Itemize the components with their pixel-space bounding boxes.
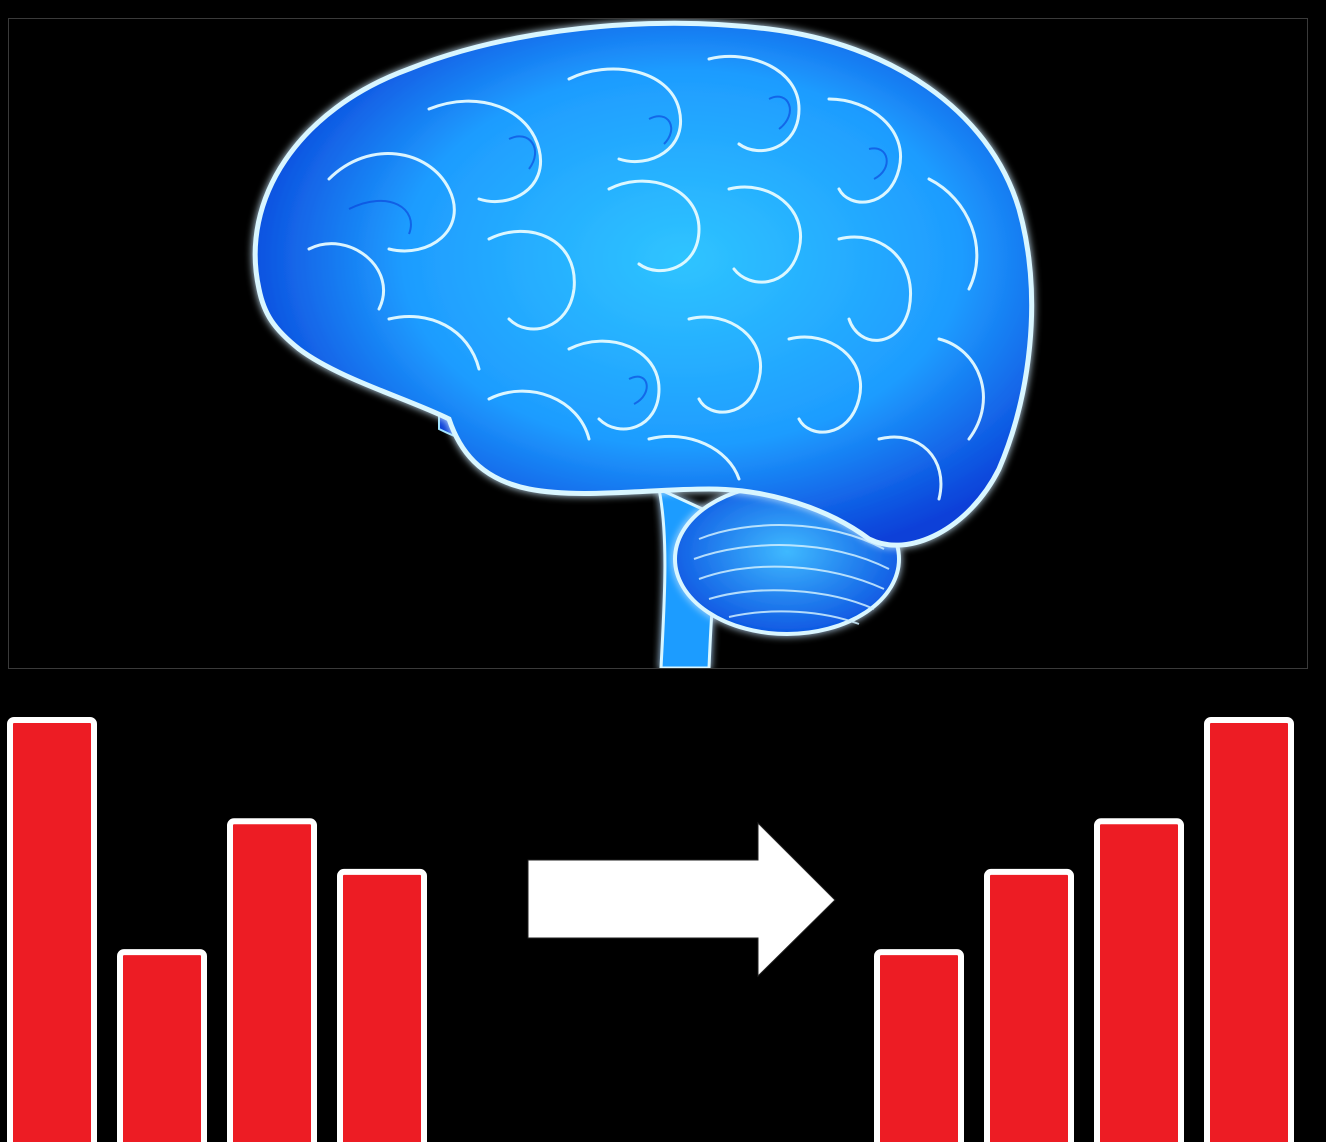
bar-before-3 — [227, 818, 317, 1142]
bar-after-4 — [1204, 717, 1294, 1142]
bar-before-1 — [7, 717, 97, 1142]
bar-before-4 — [337, 868, 427, 1142]
bar-chart-before — [7, 717, 427, 1142]
bar-chart-after — [874, 717, 1294, 1142]
bar-after-2 — [984, 868, 1074, 1142]
brain-icon — [252, 20, 1035, 668]
bar-after-1 — [874, 949, 964, 1142]
bar-before-2 — [117, 949, 207, 1142]
bar-after-3 — [1094, 818, 1184, 1142]
brain-image-panel — [8, 18, 1308, 669]
cerebrum — [252, 20, 1035, 548]
right-arrow-icon — [527, 821, 836, 978]
